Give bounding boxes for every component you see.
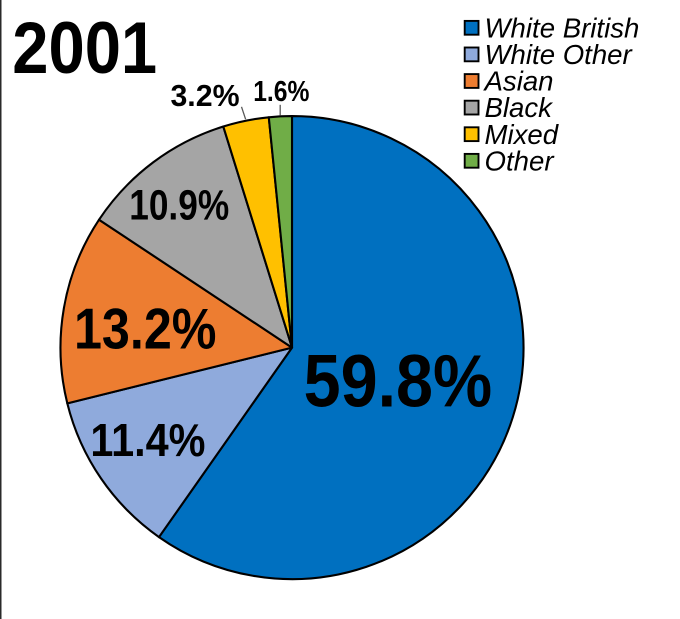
svg-text:Mixed: Mixed bbox=[485, 119, 560, 150]
svg-text:2001: 2001 bbox=[12, 6, 157, 89]
svg-text:Black: Black bbox=[485, 92, 554, 123]
svg-text:Asian: Asian bbox=[483, 66, 554, 97]
svg-text:White Other: White Other bbox=[485, 39, 634, 70]
svg-text:11.4%: 11.4% bbox=[90, 415, 205, 467]
svg-text:1.6%: 1.6% bbox=[253, 75, 309, 107]
svg-text:10.9%: 10.9% bbox=[129, 181, 229, 229]
svg-text:White British: White British bbox=[485, 12, 640, 43]
svg-text:Other: Other bbox=[485, 145, 556, 176]
svg-text:3.2%: 3.2% bbox=[170, 79, 239, 113]
svg-text:13.2%: 13.2% bbox=[74, 297, 216, 361]
svg-text:59.8%: 59.8% bbox=[304, 339, 493, 422]
